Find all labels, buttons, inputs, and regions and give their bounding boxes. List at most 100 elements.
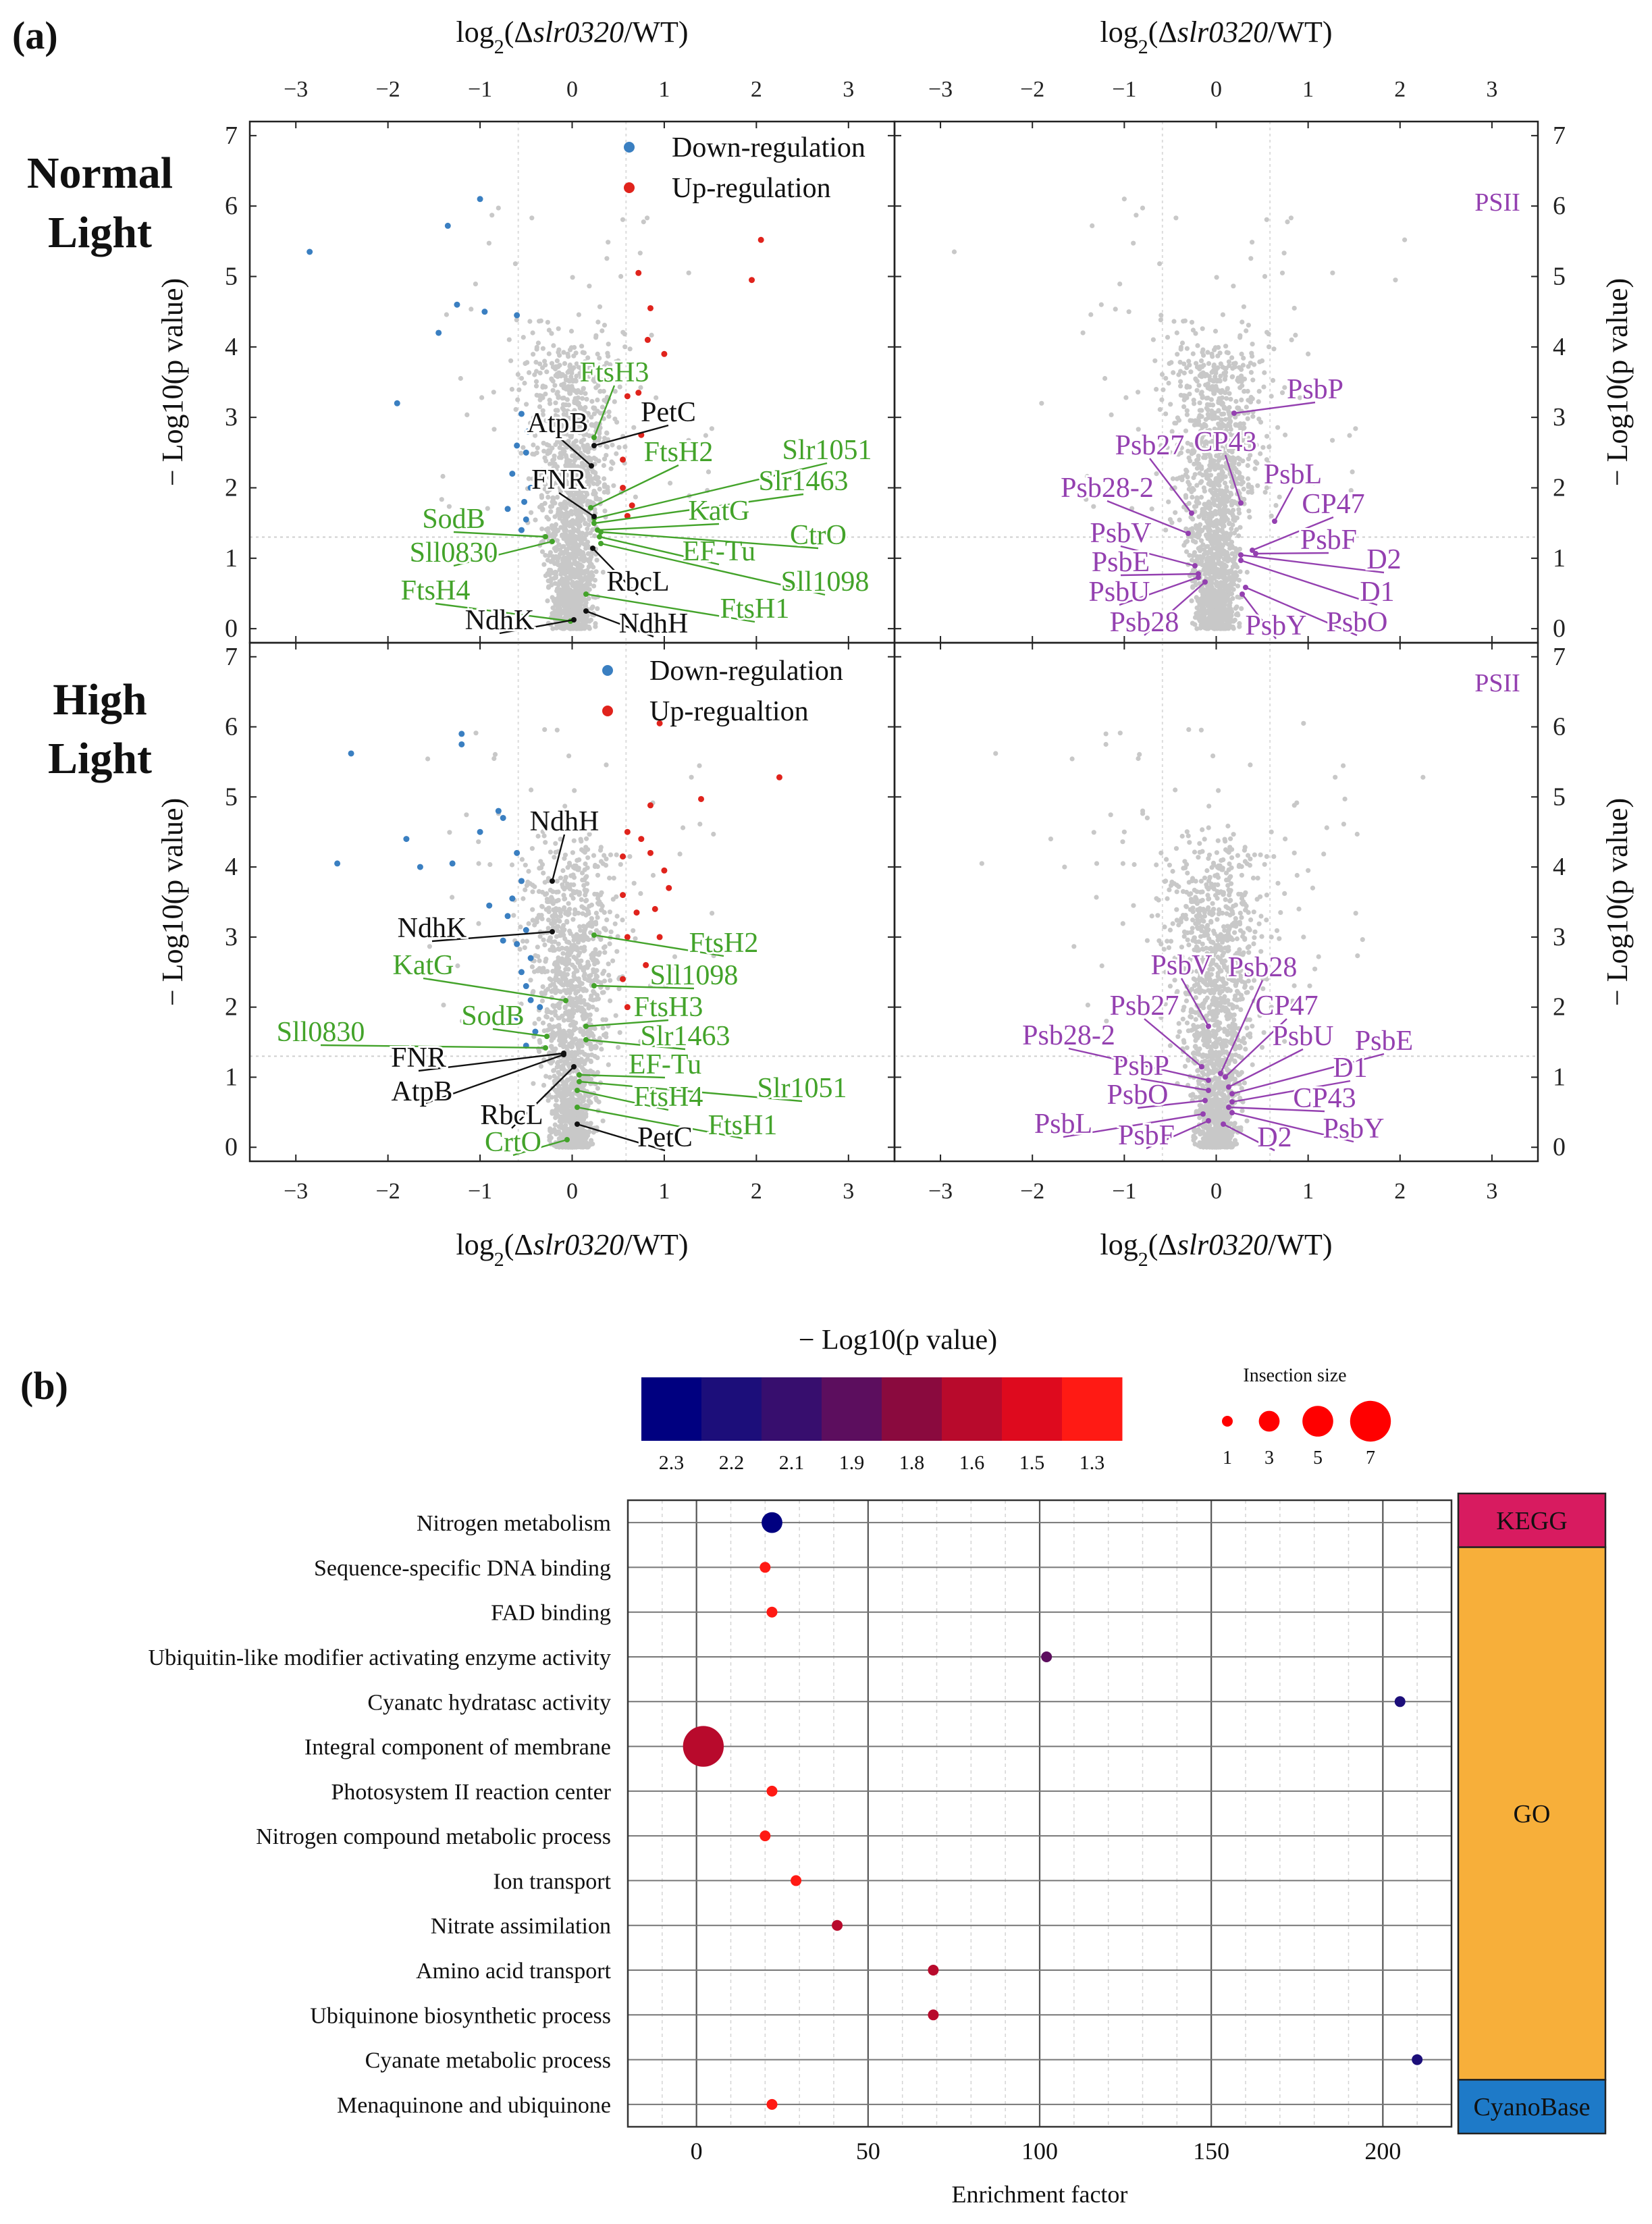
gray-point	[446, 504, 452, 509]
gray-point	[1205, 381, 1210, 387]
gray-point	[1219, 590, 1225, 595]
gray-point	[572, 377, 579, 383]
gray-point	[589, 916, 595, 921]
gray-point	[518, 1001, 524, 1007]
gray-point	[649, 332, 654, 338]
gray-point	[588, 617, 594, 623]
gray-point	[1204, 402, 1210, 407]
gray-point	[615, 934, 620, 939]
gray-point	[1179, 445, 1184, 451]
gray-point	[1216, 557, 1221, 562]
gray-point	[1229, 484, 1235, 489]
up-point	[635, 269, 642, 276]
gray-point	[536, 1016, 541, 1022]
gray-point	[576, 605, 581, 611]
gray-point	[566, 1127, 571, 1132]
gray-point	[521, 335, 526, 340]
gray-point	[1231, 587, 1236, 592]
gray-point	[610, 442, 615, 448]
gray-point	[549, 559, 554, 564]
gray-point	[560, 882, 565, 887]
gray-point	[572, 907, 578, 912]
gray-point	[548, 422, 553, 428]
gray-point	[587, 1012, 593, 1017]
gray-point	[592, 507, 597, 512]
gray-point	[1236, 577, 1242, 583]
gray-point	[1206, 361, 1212, 367]
gray-point	[617, 1030, 622, 1035]
gray-point	[597, 847, 604, 853]
up-point	[624, 934, 631, 941]
up-point	[624, 828, 631, 835]
gray-point	[1246, 323, 1251, 328]
gray-point	[1230, 558, 1235, 564]
gray-point	[1204, 568, 1210, 573]
gray-point	[562, 361, 568, 367]
down-point	[504, 506, 511, 512]
gray-point	[581, 517, 586, 522]
gray-point	[951, 249, 957, 255]
gray-point	[562, 855, 567, 862]
gray-point	[1177, 359, 1183, 365]
gray-point	[1205, 386, 1210, 391]
gray-point	[543, 907, 549, 912]
gray-point	[559, 1034, 564, 1040]
gray-point	[1207, 598, 1213, 604]
gray-point	[595, 383, 601, 388]
gray-point	[589, 997, 595, 1003]
gray-point	[548, 401, 553, 406]
gray-point	[1157, 406, 1163, 413]
gray-point	[581, 577, 586, 583]
gray-point	[526, 476, 531, 481]
gray-point	[563, 462, 568, 468]
gray-point	[1230, 374, 1235, 379]
gray-point	[590, 500, 595, 506]
gray-point	[608, 998, 613, 1003]
gray-point	[577, 574, 582, 579]
gray-point	[556, 1069, 561, 1075]
gray-point	[582, 421, 587, 427]
gray-point	[1190, 584, 1196, 589]
gray-point	[1237, 335, 1243, 340]
gray-point	[554, 358, 560, 364]
gray-point	[1218, 444, 1223, 450]
gray-point	[1220, 562, 1226, 567]
gray-point	[1167, 517, 1173, 523]
gray-point	[1253, 459, 1258, 465]
gray-point	[546, 584, 552, 589]
gray-point	[568, 328, 575, 334]
gray-point	[556, 827, 561, 832]
gray-point	[539, 903, 545, 909]
volcano-quadrant-1	[893, 120, 1539, 644]
gray-point	[540, 1020, 546, 1026]
gray-point	[592, 533, 597, 539]
gray-point	[578, 1050, 583, 1055]
gray-point	[1184, 539, 1190, 544]
gray-point	[1258, 451, 1263, 456]
gray-point	[556, 955, 561, 961]
gray-point	[1131, 240, 1136, 246]
gray-point	[575, 516, 581, 521]
gray-point	[491, 390, 496, 395]
gray-point	[1225, 443, 1230, 448]
gray-point	[511, 913, 516, 918]
gray-point	[1212, 458, 1217, 464]
gray-point	[1220, 570, 1225, 575]
gray-point	[530, 990, 535, 995]
gray-point	[595, 351, 600, 357]
gray-point	[527, 319, 533, 324]
gray-point	[586, 374, 591, 379]
gray-point	[553, 422, 558, 427]
gray-point	[1210, 539, 1215, 545]
gray-point	[606, 961, 611, 967]
gray-point	[576, 867, 581, 872]
gray-point	[586, 922, 591, 927]
gray-point	[618, 273, 624, 279]
gray-point	[556, 979, 562, 985]
gray-point	[427, 944, 433, 949]
gray-point	[1214, 444, 1219, 450]
gray-point	[1267, 344, 1272, 350]
gray-point	[542, 359, 548, 364]
gray-point	[593, 947, 598, 953]
gray-point	[537, 934, 543, 939]
